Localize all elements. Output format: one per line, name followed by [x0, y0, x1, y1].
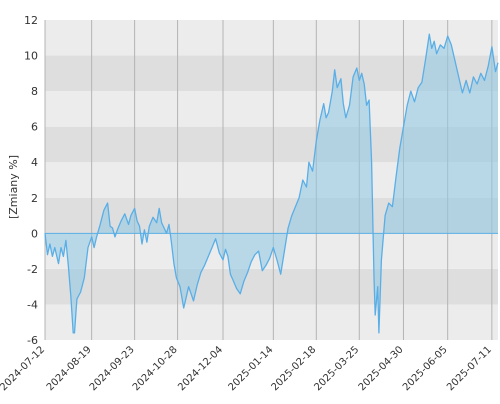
y-tick-label: -6 — [27, 334, 38, 347]
series-line — [44, 33, 499, 334]
x-tick-label: 2025-01-14 — [227, 344, 276, 393]
x-tick-label: 2024-10-28 — [131, 344, 180, 393]
y-tick-label: 8 — [31, 85, 38, 98]
line-group — [44, 33, 499, 334]
y-tick-label: 0 — [31, 227, 38, 240]
band--4-to--2 — [45, 268, 498, 305]
y-tick-label: -4 — [27, 298, 38, 311]
x-tick-label: 2025-04-30 — [357, 344, 406, 393]
x-tick-labels: 2024-07-122024-08-192024-09-232024-10-28… — [0, 344, 494, 393]
x-tick-label: 2024-09-23 — [88, 344, 137, 393]
y-tick-label: 10 — [24, 50, 38, 63]
area-fill — [45, 34, 498, 333]
band-10-to-12 — [45, 20, 498, 56]
y-tick-label: 4 — [31, 156, 38, 169]
x-tick-label: 2025-03-25 — [313, 344, 362, 393]
area-series — [45, 34, 498, 333]
y-axis-label: [Zmiany %] — [7, 155, 20, 219]
x-tick-label: 2024-08-19 — [45, 344, 94, 393]
y-tick-label: 12 — [24, 14, 38, 27]
band--6-to--4 — [45, 304, 498, 340]
x-tick-label: 2025-02-18 — [270, 344, 319, 393]
y-tick-label: 6 — [31, 121, 38, 134]
x-tick-label: 2025-07-11 — [445, 344, 494, 393]
y-tick-label: 2 — [31, 192, 38, 205]
x-tick-label: 2025-06-05 — [401, 344, 450, 393]
y-tick-labels: -6 -4 -2 0 2 4 6 8 10 12 — [24, 14, 38, 347]
x-tick-label: 2024-07-12 — [0, 344, 47, 393]
x-tick-label: 2024-12-04 — [176, 344, 225, 393]
y-tick-label: -2 — [27, 263, 38, 276]
